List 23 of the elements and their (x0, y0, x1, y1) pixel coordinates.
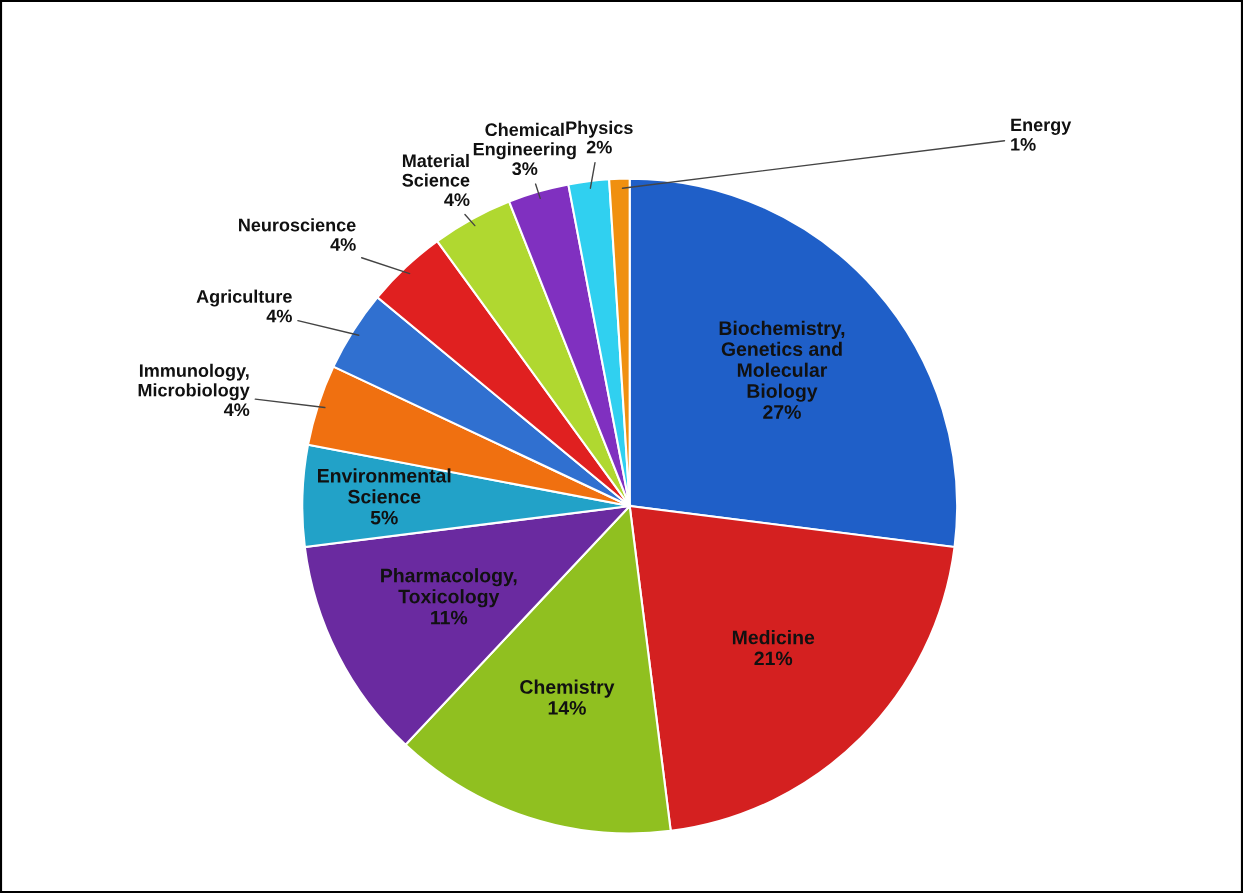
slice-label: Energy (1011, 118, 1072, 135)
slice-label: Chemistry (520, 679, 615, 698)
data-label: 14% (548, 701, 586, 715)
slice-label: Pharmacology, Toxicology (381, 568, 517, 608)
slice-label: Agriculture (196, 289, 292, 307)
slice-label: Environmental Science (318, 468, 451, 504)
data-label: 4% (330, 238, 356, 251)
data-label: 2% (586, 140, 612, 154)
slice-label: Medicine (732, 630, 815, 645)
data-label: 21% (754, 651, 793, 666)
data-label: 1% (1011, 138, 1036, 151)
data-label: 5% (370, 510, 398, 525)
data-label: 27% (763, 405, 801, 419)
data-label: 11% (431, 610, 468, 625)
slice-label: Material Science (402, 153, 470, 187)
data-label: 4% (444, 193, 470, 207)
slice-label: Immunology, Microbiology (138, 363, 250, 401)
data-label: 4% (223, 403, 250, 417)
slice-label: Biochemistry, Genetics and Molecular Biology (719, 320, 845, 402)
data-label: 3% (512, 162, 538, 176)
slice-label: Neuroscience (239, 218, 356, 232)
data-label: 4% (266, 309, 292, 323)
slice-label: Physics (566, 120, 633, 138)
